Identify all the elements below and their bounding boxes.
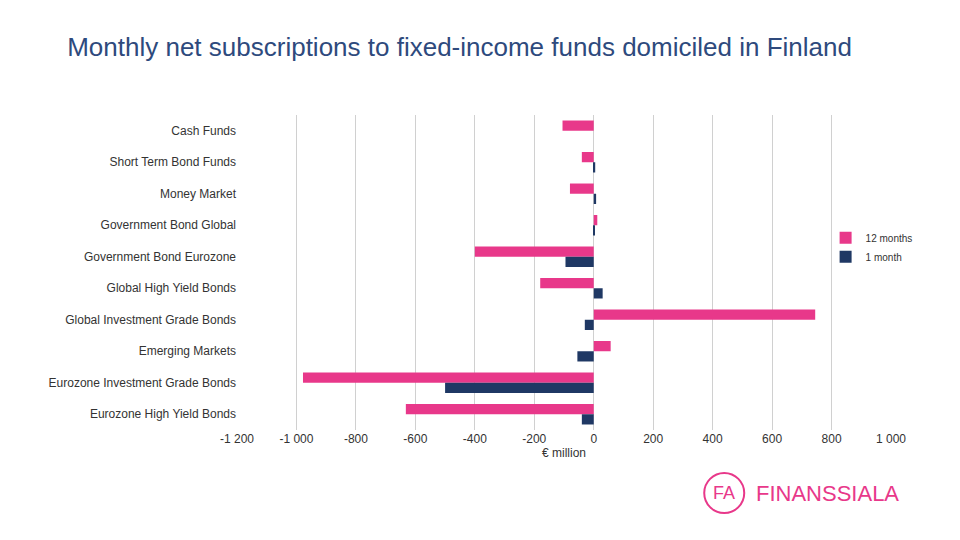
svg-text:1 000: 1 000 <box>876 432 906 446</box>
svg-text:800: 800 <box>822 432 842 446</box>
svg-text:-1 200: -1 200 <box>220 432 254 446</box>
svg-text:-800: -800 <box>344 432 368 446</box>
svg-text:400: 400 <box>703 432 723 446</box>
svg-text:Eurozone High Yield Bonds: Eurozone High Yield Bonds <box>90 407 236 421</box>
svg-text:Eurozone Investment Grade Bond: Eurozone Investment Grade Bonds <box>49 376 236 390</box>
svg-text:Short Term Bond Funds: Short Term Bond Funds <box>109 155 236 169</box>
svg-text:Monthly net subscriptions to f: Monthly net subscriptions to fixed-incom… <box>67 32 852 62</box>
svg-text:€ million: € million <box>542 446 586 460</box>
svg-text:600: 600 <box>762 432 782 446</box>
svg-text:Global High Yield Bonds: Global High Yield Bonds <box>107 281 236 295</box>
svg-text:200: 200 <box>643 432 663 446</box>
svg-text:Emerging Markets: Emerging Markets <box>139 344 236 358</box>
svg-text:Government Bond Global: Government Bond Global <box>101 218 236 232</box>
svg-text:FA: FA <box>713 483 735 503</box>
svg-text:0: 0 <box>590 432 597 446</box>
svg-text:FINANSSIALA: FINANSSIALA <box>756 481 899 506</box>
svg-text:Global Investment Grade Bonds: Global Investment Grade Bonds <box>65 313 236 327</box>
svg-text:Money Market: Money Market <box>160 187 237 201</box>
svg-text:-600: -600 <box>403 432 427 446</box>
svg-text:-1 000: -1 000 <box>279 432 313 446</box>
svg-text:-400: -400 <box>463 432 487 446</box>
svg-text:Government Bond Eurozone: Government Bond Eurozone <box>84 250 236 264</box>
svg-text:-200: -200 <box>522 432 546 446</box>
svg-text:Cash Funds: Cash Funds <box>171 124 236 138</box>
svg-text:1 month: 1 month <box>866 252 902 263</box>
svg-text:12 months: 12 months <box>866 233 913 244</box>
